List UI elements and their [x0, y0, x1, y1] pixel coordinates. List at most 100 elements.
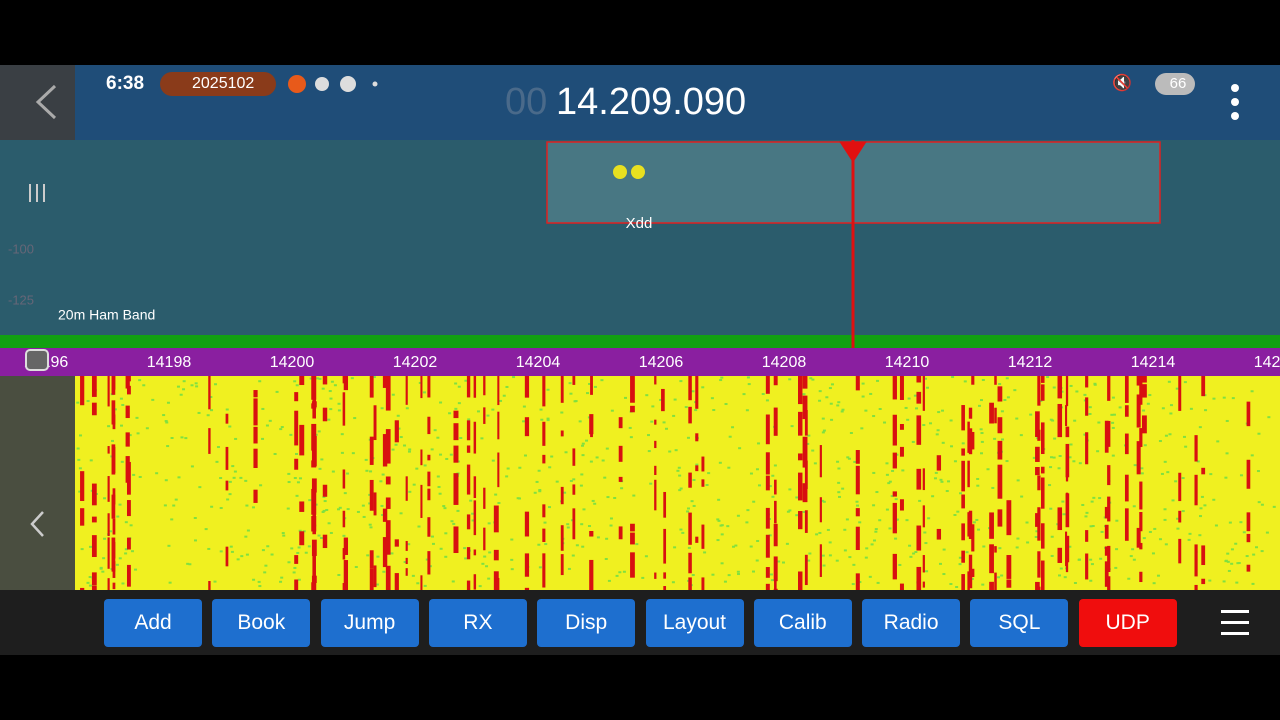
- streak: [899, 423, 904, 430]
- hamburger[interactable]: [1221, 610, 1249, 635]
- noise: [268, 419, 272, 422]
- noise: [483, 555, 487, 558]
- status-icon: [315, 77, 329, 91]
- toolbar-button[interactable]: Calib: [753, 599, 852, 647]
- noise: [505, 385, 509, 388]
- noise: [179, 393, 183, 396]
- date-chip: [160, 72, 276, 96]
- streak: [773, 523, 778, 547]
- streak: [453, 445, 459, 463]
- noise: [1034, 535, 1038, 538]
- noise: [679, 487, 683, 490]
- noise: [953, 460, 957, 463]
- toolbar-button[interactable]: Add: [104, 599, 202, 647]
- noise: [1166, 471, 1170, 474]
- noise: [847, 457, 851, 460]
- noise: [1167, 380, 1171, 383]
- noise: [830, 418, 834, 421]
- tuning-cursor: [839, 140, 867, 348]
- axis-tick-label: 14208: [762, 354, 807, 371]
- noise: [293, 566, 297, 569]
- noise: [1111, 454, 1115, 457]
- noise: [749, 472, 753, 475]
- noise: [664, 427, 668, 430]
- noise: [788, 488, 792, 491]
- streak: [1006, 555, 1012, 579]
- streak: [420, 376, 423, 399]
- axis-toggle[interactable]: [25, 349, 49, 371]
- noise: [182, 388, 186, 391]
- noise: [822, 500, 826, 503]
- noise: [811, 449, 815, 452]
- streak: [695, 376, 699, 409]
- noise: [934, 471, 938, 474]
- toolbar-button[interactable]: RX: [428, 599, 527, 647]
- noise: [718, 461, 722, 464]
- back-button[interactable]: [35, 84, 57, 120]
- noise: [177, 476, 181, 479]
- toolbar-button[interactable]: SQL: [970, 599, 1069, 647]
- streak: [899, 376, 904, 400]
- noise: [346, 472, 350, 475]
- streak: [695, 465, 699, 472]
- toolbar-button[interactable]: Jump: [320, 599, 419, 647]
- toolbar-button[interactable]: Layout: [645, 599, 744, 647]
- noise: [245, 504, 249, 507]
- noise: [1252, 553, 1256, 556]
- noise: [1058, 455, 1062, 458]
- noise: [1092, 496, 1096, 499]
- noise: [437, 485, 441, 488]
- noise: [593, 385, 597, 388]
- noise: [607, 579, 611, 582]
- side-arrow[interactable]: [30, 511, 44, 537]
- noise: [1057, 467, 1061, 470]
- streak: [1124, 405, 1129, 417]
- streak: [1035, 581, 1040, 590]
- noise: [296, 481, 300, 484]
- noise: [295, 494, 299, 497]
- noise: [949, 583, 953, 586]
- spectrum-handle[interactable]: [29, 184, 45, 202]
- noise: [209, 396, 213, 399]
- noise: [1020, 495, 1024, 498]
- noise: [979, 428, 983, 431]
- streak: [922, 555, 925, 573]
- frequency-prefix: 00: [505, 81, 547, 123]
- streak: [916, 566, 922, 590]
- streak: [112, 414, 116, 430]
- noise: [329, 408, 333, 411]
- noise: [1084, 515, 1088, 518]
- noise: [691, 390, 695, 393]
- noise: [581, 442, 585, 445]
- noise: [228, 480, 232, 483]
- menu-dots[interactable]: [1231, 84, 1239, 120]
- noise: [955, 585, 959, 588]
- toolbar-button[interactable]: Book: [212, 599, 311, 647]
- streak: [322, 484, 328, 497]
- noise: [1048, 484, 1052, 487]
- streak: [466, 547, 471, 560]
- noise: [162, 414, 166, 417]
- noise: [547, 506, 551, 509]
- streak: [493, 549, 499, 561]
- noise: [806, 442, 810, 445]
- toolbar-button[interactable]: Disp: [537, 599, 636, 647]
- streak: [1139, 571, 1143, 583]
- streak: [688, 512, 692, 545]
- streak: [342, 583, 346, 590]
- noise: [261, 549, 265, 552]
- noise: [1111, 396, 1115, 399]
- noise: [649, 482, 653, 485]
- noise: [888, 480, 892, 483]
- streak: [1136, 394, 1141, 428]
- toolbar-button[interactable]: Radio: [862, 599, 961, 647]
- noise: [163, 504, 167, 507]
- noise: [731, 545, 735, 548]
- noise: [124, 521, 128, 524]
- toolbar-button[interactable]: UDP: [1078, 599, 1177, 647]
- noise: [887, 482, 891, 485]
- noise: [980, 440, 984, 443]
- noise: [207, 547, 211, 550]
- streak: [369, 376, 374, 398]
- mute-icon: 🔇: [1112, 73, 1132, 92]
